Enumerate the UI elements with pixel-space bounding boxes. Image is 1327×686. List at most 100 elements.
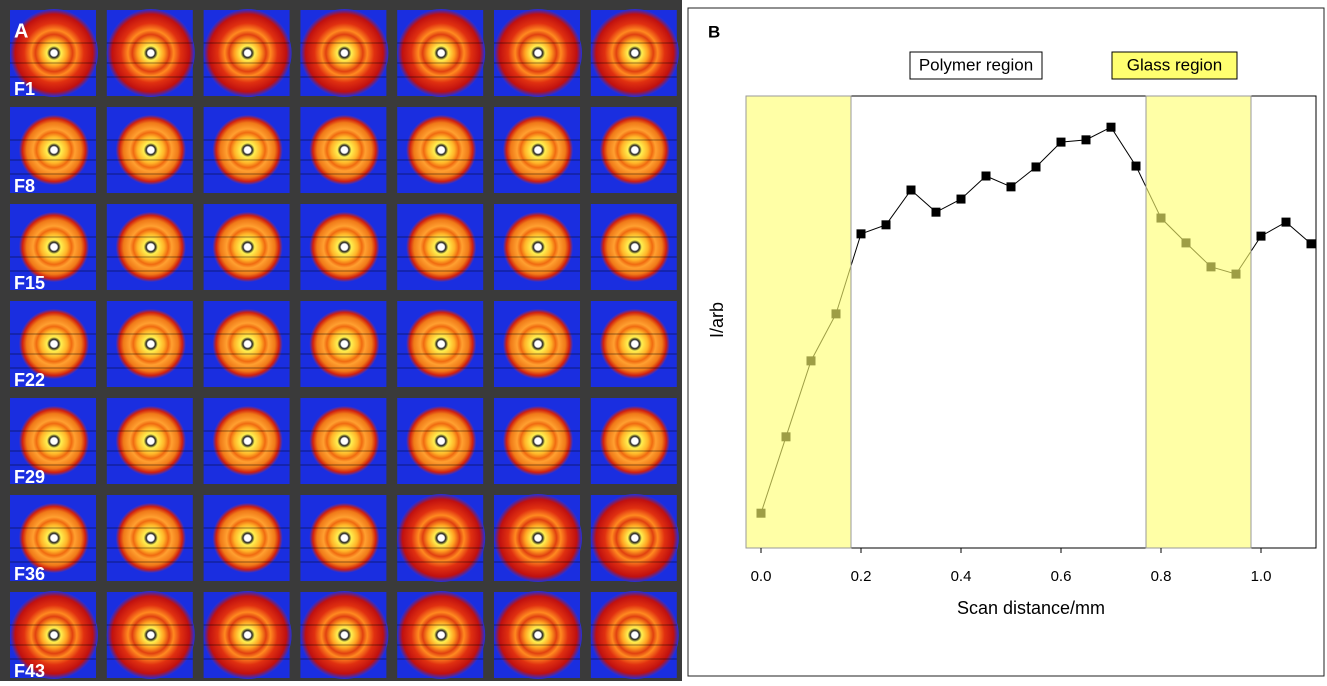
x-axis-label: Scan distance/mm (957, 598, 1105, 618)
image-grid: F1 F8 F15 F22 F29 F36 F43 (10, 9, 679, 681)
diffraction-image (300, 495, 386, 581)
diffraction-image: F29 (10, 398, 96, 487)
data-point (932, 208, 941, 217)
frame-label: F22 (14, 370, 45, 390)
data-point (1057, 138, 1066, 147)
diffraction-pattern (107, 9, 195, 97)
data-point (957, 195, 966, 204)
diffraction-image (204, 9, 292, 97)
diffraction-image (300, 301, 386, 387)
diffraction-image (204, 301, 290, 387)
diffraction-image (494, 9, 582, 97)
diffraction-image (300, 204, 386, 290)
diffraction-image (300, 9, 388, 97)
data-point (1032, 162, 1041, 171)
diffraction-image (494, 107, 580, 193)
diffraction-image (591, 494, 679, 582)
diffraction-pattern (397, 494, 485, 582)
data-point (1082, 135, 1091, 144)
diffraction-pattern (204, 591, 292, 679)
annotation: Glass region (1127, 55, 1222, 74)
diffraction-image (397, 301, 483, 387)
diffraction-pattern (591, 494, 679, 582)
diffraction-pattern (204, 9, 292, 97)
diffraction-pattern (300, 9, 388, 97)
diffraction-image (300, 398, 386, 484)
data-point (1132, 162, 1141, 171)
page: F1 F8 F15 F22 F29 F36 F43 A B 0.0 0.2 0.4 0.6 0.8 1… (0, 0, 1327, 686)
frame-label: F43 (14, 661, 45, 681)
data-point (1007, 182, 1016, 191)
data-point (907, 186, 916, 195)
diffraction-image (204, 591, 292, 679)
diffraction-image (107, 398, 193, 484)
x-tick-label: 0.0 (751, 568, 772, 585)
diffraction-pattern (494, 591, 582, 679)
diffraction-pattern (300, 591, 388, 679)
y-axis-label: I/arb (707, 302, 727, 338)
diffraction-image (591, 204, 677, 290)
diffraction-image (591, 301, 677, 387)
diffraction-image (204, 398, 290, 484)
data-point (1282, 218, 1291, 227)
diffraction-image (494, 398, 580, 484)
diffraction-pattern (591, 9, 679, 97)
diffraction-pattern (397, 9, 485, 97)
data-point (1257, 232, 1266, 241)
diffraction-image (494, 591, 582, 679)
diffraction-image: F22 (10, 301, 96, 390)
data-point (982, 172, 991, 181)
x-tick-label: 0.8 (1151, 568, 1172, 585)
diffraction-image (107, 591, 195, 679)
diffraction-image (397, 107, 483, 193)
annotation: Polymer region (919, 55, 1033, 74)
diffraction-pattern (107, 591, 195, 679)
x-tick-label: 0.4 (951, 568, 972, 585)
figure: F1 F8 F15 F22 F29 F36 F43 A B 0.0 0.2 0.4 0.6 0.8 1… (0, 0, 1327, 681)
x-tick-label: 0.2 (851, 568, 872, 585)
diffraction-image: F43 (10, 591, 98, 681)
diffraction-image (300, 591, 388, 679)
diffraction-image (397, 204, 483, 290)
diffraction-image (591, 398, 677, 484)
diffraction-image (494, 301, 580, 387)
data-point (857, 229, 866, 238)
frame-label: F15 (14, 273, 45, 293)
diffraction-image (204, 495, 290, 581)
diffraction-image (204, 204, 290, 290)
diffraction-image: F15 (10, 204, 96, 293)
diffraction-image (397, 9, 485, 97)
frame-label: F8 (14, 176, 35, 196)
diffraction-pattern (494, 494, 582, 582)
x-tick-label: 1.0 (1251, 568, 1272, 585)
diffraction-image (494, 494, 582, 582)
frame-label: F29 (14, 467, 45, 487)
diffraction-image (300, 107, 386, 193)
diffraction-image (107, 9, 195, 97)
diffraction-image (591, 107, 677, 193)
frame-label: F1 (14, 79, 35, 99)
data-point (1107, 123, 1116, 132)
frame-label: F36 (14, 564, 45, 584)
diffraction-image (591, 591, 679, 679)
diffraction-image (107, 204, 193, 290)
diffraction-image (397, 398, 483, 484)
diffraction-image (494, 204, 580, 290)
panel-label: A (14, 20, 28, 42)
plot: 0.0 0.2 0.4 0.6 0.8 1.0 Scan distance/mm I/arb P… (707, 52, 1316, 618)
diffraction-image (591, 9, 679, 97)
diffraction-pattern (591, 591, 679, 679)
x-tick-label: 0.6 (1051, 568, 1072, 585)
diffraction-image (107, 107, 193, 193)
diffraction-image (107, 495, 193, 581)
diffraction-image (397, 494, 485, 582)
diffraction-image: F8 (10, 107, 96, 196)
diffraction-pattern (397, 591, 485, 679)
data-point (882, 220, 891, 229)
panel-label: B (708, 22, 720, 41)
shaded-region (746, 96, 851, 548)
diffraction-image (107, 301, 193, 387)
shaded-region (1146, 96, 1251, 548)
diffraction-image (204, 107, 290, 193)
data-point (1307, 239, 1316, 248)
